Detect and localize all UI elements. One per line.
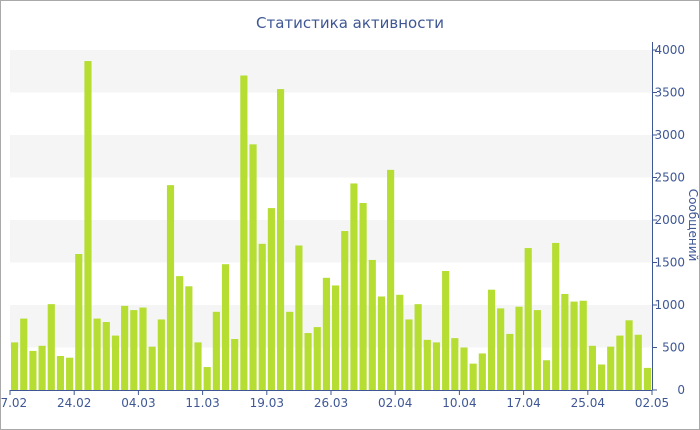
bar[interactable] bbox=[313, 327, 321, 390]
y-axis-label: Сообщений bbox=[686, 189, 700, 262]
bar[interactable] bbox=[432, 342, 441, 390]
bar[interactable] bbox=[552, 242, 560, 390]
y-tick-label: 3500 bbox=[654, 86, 685, 100]
bar[interactable] bbox=[56, 356, 65, 390]
bar[interactable] bbox=[267, 208, 275, 390]
bar[interactable] bbox=[258, 243, 266, 390]
bar[interactable] bbox=[304, 333, 312, 390]
y-tick-label: 1000 bbox=[654, 298, 685, 312]
x-tick-label: 17.02 bbox=[0, 396, 27, 410]
bar[interactable] bbox=[166, 185, 175, 390]
bar[interactable] bbox=[570, 301, 578, 390]
bar[interactable] bbox=[29, 350, 37, 390]
bar[interactable] bbox=[542, 360, 551, 390]
bar[interactable] bbox=[139, 307, 147, 390]
x-tick-label: 02.04 bbox=[378, 396, 412, 410]
bar[interactable] bbox=[11, 342, 19, 390]
x-tick-label: 02.05 bbox=[635, 396, 669, 410]
bar[interactable] bbox=[460, 347, 468, 391]
bar[interactable] bbox=[515, 306, 523, 390]
bar[interactable] bbox=[643, 367, 651, 390]
bar[interactable] bbox=[212, 311, 220, 390]
bar[interactable] bbox=[579, 300, 587, 390]
bar[interactable] bbox=[487, 289, 496, 390]
bar[interactable] bbox=[295, 245, 303, 391]
x-tick-label: 25.04 bbox=[571, 396, 605, 410]
x-tick-label: 04.03 bbox=[121, 396, 155, 410]
bar[interactable] bbox=[240, 75, 248, 391]
y-tick-label: 4000 bbox=[654, 43, 685, 57]
bar[interactable] bbox=[533, 310, 541, 390]
bar[interactable] bbox=[359, 203, 367, 390]
bar[interactable] bbox=[625, 320, 633, 390]
bar[interactable] bbox=[423, 339, 431, 390]
bar[interactable] bbox=[368, 259, 376, 390]
background-band bbox=[10, 220, 652, 263]
bar[interactable] bbox=[561, 293, 569, 390]
x-tick-label: 24.02 bbox=[57, 396, 91, 410]
bar[interactable] bbox=[148, 346, 156, 390]
bar[interactable] bbox=[524, 248, 532, 390]
bar[interactable] bbox=[396, 294, 404, 390]
bar[interactable] bbox=[377, 296, 386, 391]
bar[interactable] bbox=[93, 318, 101, 390]
bar[interactable] bbox=[322, 277, 330, 390]
bar[interactable] bbox=[121, 305, 129, 390]
y-tick-label: 2000 bbox=[654, 213, 685, 227]
bar[interactable] bbox=[451, 338, 459, 390]
y-tick-label: 3000 bbox=[654, 128, 685, 142]
y-tick-label: 2500 bbox=[654, 171, 685, 185]
bar[interactable] bbox=[414, 304, 422, 390]
bar[interactable] bbox=[38, 345, 46, 390]
x-tick-label: 17.04 bbox=[506, 396, 540, 410]
background-band bbox=[10, 135, 652, 178]
bar[interactable] bbox=[157, 319, 165, 390]
x-tick-label: 26.03 bbox=[314, 396, 348, 410]
bar[interactable] bbox=[75, 254, 83, 390]
bar[interactable] bbox=[597, 364, 606, 391]
bar[interactable] bbox=[350, 183, 358, 390]
bar[interactable] bbox=[634, 334, 642, 390]
x-tick-label: 11.03 bbox=[185, 396, 219, 410]
bar[interactable] bbox=[249, 144, 257, 390]
y-tick-label: 1500 bbox=[654, 256, 685, 270]
bar[interactable] bbox=[469, 363, 477, 390]
bar[interactable] bbox=[203, 367, 211, 390]
bar[interactable] bbox=[66, 357, 74, 390]
bar[interactable] bbox=[478, 353, 486, 390]
y-tick-label: 0 bbox=[677, 383, 685, 397]
bar[interactable] bbox=[506, 333, 514, 390]
bar[interactable] bbox=[286, 311, 294, 390]
x-tick-label: 19.03 bbox=[250, 396, 284, 410]
chart-title: Статистика активности bbox=[256, 14, 444, 32]
bar[interactable] bbox=[84, 61, 92, 391]
bar[interactable] bbox=[332, 285, 340, 390]
bar[interactable] bbox=[130, 310, 138, 390]
bar[interactable] bbox=[47, 304, 55, 390]
background-band bbox=[10, 50, 652, 93]
bar[interactable] bbox=[20, 318, 28, 390]
bar[interactable] bbox=[276, 89, 285, 390]
x-tick-label: 10.04 bbox=[442, 396, 476, 410]
bar[interactable] bbox=[111, 335, 120, 390]
bar[interactable] bbox=[588, 345, 596, 390]
bar[interactable] bbox=[497, 308, 505, 390]
bar[interactable] bbox=[405, 319, 413, 390]
bar[interactable] bbox=[341, 231, 349, 390]
bar[interactable] bbox=[607, 346, 615, 390]
bar[interactable] bbox=[176, 276, 184, 390]
bar[interactable] bbox=[387, 169, 395, 390]
y-tick-label: 500 bbox=[662, 341, 685, 355]
bar[interactable] bbox=[185, 286, 193, 390]
bar[interactable] bbox=[221, 264, 230, 390]
bar[interactable] bbox=[194, 342, 202, 390]
bar[interactable] bbox=[442, 271, 450, 390]
bar[interactable] bbox=[102, 322, 110, 390]
bar[interactable] bbox=[231, 339, 239, 390]
bar[interactable] bbox=[616, 335, 624, 390]
